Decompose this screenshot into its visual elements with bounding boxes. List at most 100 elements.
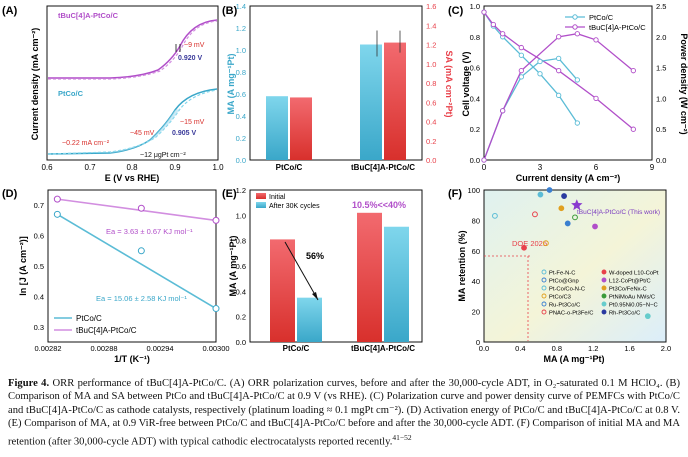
xtick-d-1: 0.00288 [90, 344, 117, 353]
panel-f-label: (F) [448, 188, 462, 200]
ytick-e-0: 0.0 [236, 338, 246, 347]
ytick-c-right-1: 0.5 [656, 125, 666, 134]
ytick-b-left-5: 1.0 [236, 46, 246, 55]
ytick-c-left-4: 0.8 [470, 33, 480, 42]
ytick-e-1: 0.2 [236, 313, 246, 322]
xlabel-d: 1/T (K⁻¹) [114, 354, 150, 364]
ann-f-doe: DOE 2025 [512, 239, 547, 248]
ytick-c-right-2: 1.0 [656, 94, 666, 103]
legend-f-item-l-5: PNAC-o-Pt3Fe/C [549, 311, 593, 317]
ytick-b-right-8: 1.6 [426, 2, 436, 11]
xtick-f-0: 0.0 [479, 344, 489, 353]
point-c-3-5 [593, 37, 599, 43]
xtick-d-0: 0.00282 [34, 344, 61, 353]
ylabel-d: ln [J (A cm⁻²)] [18, 236, 28, 295]
legend-f-item-r-3: PtNiMoAu NWs/C [609, 295, 655, 301]
point-c-1-2 [500, 31, 506, 37]
legend-f-marker-r-5 [601, 309, 607, 315]
xtick-f-5: 2.0 [661, 344, 671, 353]
legend-f-item-r-1: L12-CoPt@Pt/C [609, 279, 651, 285]
legend-c-ptco-marker [572, 14, 578, 20]
ytick-b-right-1: 0.2 [426, 137, 436, 146]
xtick-f-4: 1.6 [624, 344, 634, 353]
point-d-1-1 [137, 204, 145, 212]
ytick-e-5: 1.0 [236, 211, 246, 220]
legend-c-ptco: PtCo/C [589, 13, 614, 22]
arrow-e-line [284, 241, 319, 301]
point-d-0-0 [53, 210, 61, 218]
point-f-6 [532, 211, 538, 218]
bar-e-initial-0 [270, 239, 295, 342]
legend-c-tbuc-marker [572, 24, 578, 30]
xtick-f-3: 1.2 [588, 344, 598, 353]
legend-f-marker-r-0 [601, 269, 607, 275]
ytick-e-2: 0.4 [236, 287, 246, 296]
ylabel-f: MA retention (%) [457, 230, 467, 301]
ytick-c-right-4: 2.0 [656, 33, 666, 42]
point-f-0 [492, 212, 498, 219]
bar-e-after-1 [384, 226, 409, 342]
ytick-c-left-2: 0.4 [470, 94, 480, 103]
legend-e-initial: Initial [269, 194, 286, 201]
point-f-3 [542, 240, 549, 247]
ann-e-ptco: 56% [306, 251, 324, 261]
xtick-f-2: 0.8 [552, 344, 562, 353]
point-c-2-3 [537, 58, 543, 65]
yticks-e: 0.0 0.2 0.4 0.6 0.8 1.0 1.2 [236, 186, 246, 347]
legend-f-marker-r-2 [601, 285, 607, 291]
panel-b: (B) 0.00.20.40.60.81.01.21.4 0.00.20.40.… [222, 2, 454, 172]
point-f-8 [558, 205, 565, 212]
caption-refs: 41−52 [392, 432, 412, 442]
ylabel-c-right: Power density (W cm⁻²) [679, 33, 688, 134]
ann-a-b-mid: ~45 mV [130, 130, 155, 137]
point-c-3-6 [630, 68, 636, 74]
xtick-e-0: PtCo/C [283, 344, 310, 353]
ytick-d-1: 0.4 [34, 292, 44, 301]
plot-c [481, 9, 636, 163]
yticks-c-right: 0.0 0.5 1.0 1.5 2.0 2.5 [656, 2, 666, 165]
legend-f-item-l-0: Pt-Fe-N-C [549, 271, 575, 277]
xtick-a-1: 0.7 [84, 163, 96, 172]
bar-e-initial-1 [357, 212, 382, 342]
xtick-a-2: 0.8 [126, 163, 138, 172]
legend-f-marker-l-1 [541, 277, 547, 283]
point-f-1 [546, 187, 553, 193]
xlabel-f: MA (A mg⁻¹Pt) [543, 354, 604, 364]
point-c-3-3 [556, 34, 562, 40]
point-d-1-0 [53, 195, 61, 203]
xticks-f: 0.0 0.4 0.8 1.2 1.6 2.0 [479, 344, 671, 353]
bar-e-after-0 [297, 297, 322, 342]
point-f-5 [521, 244, 527, 251]
panel-b-frame [249, 5, 423, 161]
bar-b-ma-1 [360, 44, 382, 160]
ytick-f-5: 100 [467, 186, 480, 195]
panel-d-label: (D) [2, 188, 18, 200]
point-c-1-1 [490, 21, 496, 28]
legend-d-ptco: PtCo/C [76, 314, 102, 323]
panel-d-frame [47, 189, 217, 343]
legend-e-after-swatch [256, 202, 266, 208]
panel-a-frame [46, 5, 219, 161]
ytick-c-left-1: 0.2 [470, 125, 480, 134]
ytick-b-left-7: 1.4 [236, 2, 246, 11]
xticks-a: 0.6 0.7 0.8 0.9 1.0 [41, 163, 224, 172]
panel-c-frame [483, 5, 653, 161]
ytick-f-0: 0 [476, 338, 480, 347]
caption-fig-label: Figure 4. [8, 378, 50, 389]
point-c-3-2 [518, 68, 524, 74]
ytick-c-left-0: 0.0 [470, 156, 480, 165]
ann-a-top-e: 0.920 V [178, 55, 202, 62]
xtick-f-1: 0.4 [515, 344, 525, 353]
panel-b-label: (B) [222, 5, 238, 17]
point-c-1-6 [630, 126, 636, 132]
xticks-c: 0 3 6 9 [482, 163, 655, 172]
legend-f-item-l-4: Ru-Pt3Co/C [549, 303, 580, 309]
ytick-f-1: 20 [472, 308, 480, 317]
ytick-c-right-5: 2.5 [656, 2, 666, 11]
point-d-1-2 [212, 216, 220, 224]
ytick-b-left-3: 0.6 [236, 90, 246, 99]
xlabel-a: E (V vs RHE) [105, 173, 160, 183]
xtick-d-3: 0.00300 [202, 344, 229, 353]
point-f-11 [561, 193, 567, 199]
ylabel-b-left: MA (A mg⁻¹Pt) [226, 53, 236, 114]
